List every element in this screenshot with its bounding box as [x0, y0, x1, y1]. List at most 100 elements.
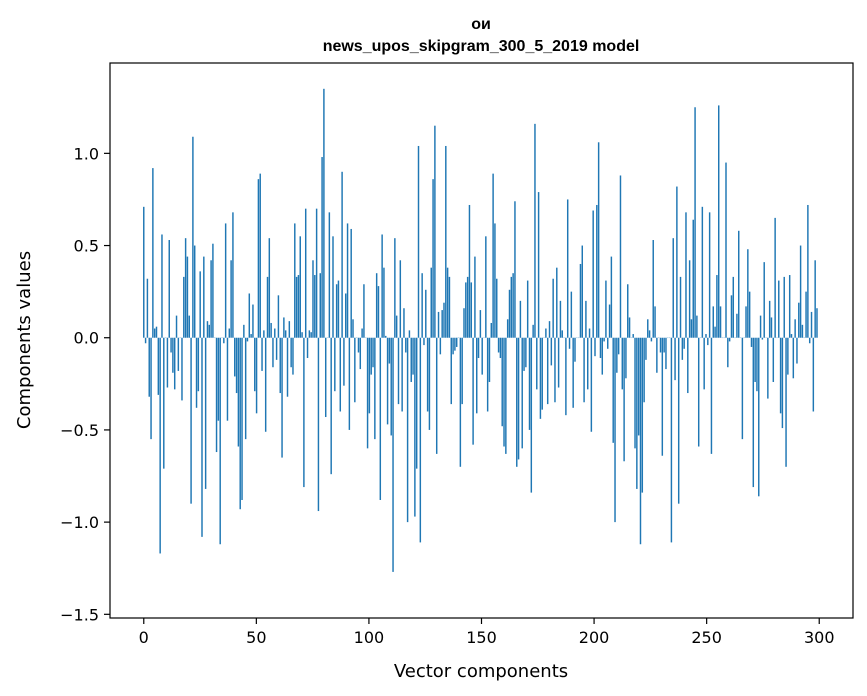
- bar: [339, 337, 342, 412]
- bar: [466, 276, 469, 338]
- bar: [193, 245, 196, 338]
- bar: [345, 293, 347, 338]
- bar: [295, 276, 298, 338]
- bar: [426, 337, 429, 412]
- bar: [741, 337, 744, 440]
- y-axis-label: Components values: [14, 251, 35, 429]
- bar: [645, 337, 647, 360]
- bar: [248, 293, 251, 338]
- bar: [641, 337, 644, 493]
- bar: [526, 280, 529, 338]
- bar: [197, 337, 200, 392]
- bar: [710, 337, 713, 454]
- bar: [688, 260, 691, 338]
- bar: [292, 337, 294, 375]
- bar: [152, 168, 154, 338]
- bar: [368, 337, 371, 414]
- bar: [224, 223, 227, 338]
- bar: [674, 337, 676, 381]
- bar: [781, 337, 784, 429]
- bar: [465, 282, 467, 338]
- bar: [170, 337, 172, 353]
- bar: [517, 337, 520, 460]
- bar: [377, 286, 380, 338]
- bar: [812, 337, 815, 412]
- bar: [284, 330, 287, 338]
- bar: [155, 326, 158, 338]
- bar: [785, 337, 787, 467]
- bar: [352, 319, 354, 338]
- bar: [215, 337, 218, 453]
- bar: [748, 291, 751, 338]
- bar: [303, 337, 305, 488]
- bar: [183, 276, 185, 338]
- bar: [317, 337, 320, 512]
- y-tick-label: 0.5: [74, 237, 99, 256]
- bar: [239, 337, 241, 510]
- bar: [294, 223, 296, 338]
- bar: [676, 186, 678, 338]
- bar: [421, 273, 423, 338]
- bar: [199, 271, 201, 338]
- bar: [603, 337, 605, 342]
- bar: [463, 308, 465, 338]
- bar: [252, 304, 254, 338]
- bar: [476, 337, 478, 414]
- bar: [798, 302, 800, 338]
- bar: [443, 302, 445, 338]
- bar: [552, 278, 554, 338]
- bar: [323, 88, 325, 338]
- bar: [270, 322, 272, 338]
- bar: [390, 337, 392, 436]
- bar: [790, 334, 793, 338]
- bar: [685, 212, 687, 338]
- bar: [361, 328, 363, 338]
- bar: [566, 199, 569, 338]
- bar: [254, 337, 256, 392]
- bar: [385, 335, 387, 338]
- bar: [488, 337, 491, 382]
- bar: [470, 282, 473, 338]
- bar: [459, 337, 462, 467]
- bar: [683, 337, 685, 349]
- bar: [150, 337, 152, 440]
- bar: [414, 337, 416, 517]
- bar: [588, 328, 591, 338]
- bar: [148, 337, 150, 397]
- bar: [257, 179, 260, 338]
- bar: [536, 337, 538, 390]
- bar: [503, 337, 505, 447]
- bar: [281, 337, 283, 458]
- bar: [275, 337, 278, 360]
- bar: [585, 300, 587, 338]
- bar: [594, 337, 596, 357]
- bar: [450, 337, 452, 405]
- bar: [144, 337, 147, 344]
- bar: [335, 284, 338, 338]
- bar: [716, 275, 718, 338]
- bar: [468, 204, 471, 338]
- bar: [417, 145, 420, 338]
- bar: [617, 337, 620, 355]
- bar: [701, 206, 704, 338]
- bar: [768, 300, 771, 338]
- bar: [223, 337, 225, 344]
- bar: [419, 337, 422, 543]
- bar: [599, 337, 602, 359]
- bar: [556, 267, 558, 338]
- bar: [432, 179, 434, 338]
- bar: [375, 273, 378, 338]
- bar: [759, 315, 762, 338]
- bar: [761, 337, 764, 340]
- bar: [246, 337, 249, 342]
- bar: [230, 260, 232, 338]
- bar: [541, 337, 543, 410]
- bar: [499, 337, 502, 359]
- bar: [705, 334, 707, 338]
- bar: [461, 337, 463, 405]
- bar: [195, 337, 198, 408]
- bar: [534, 123, 536, 338]
- bar: [288, 321, 291, 338]
- bar: [485, 236, 487, 338]
